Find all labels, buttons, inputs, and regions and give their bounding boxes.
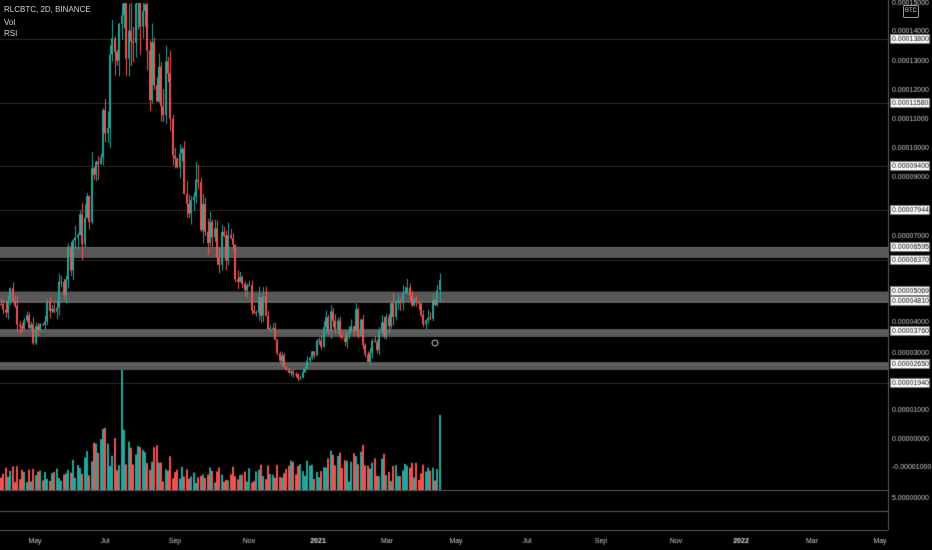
legend-title: RLCBTC, 2D, BINANCE [4, 5, 91, 14]
currency-badge[interactable]: BTC [903, 5, 919, 18]
legend-rsi: RSI [4, 29, 18, 38]
legend-vol: Vol [4, 18, 16, 27]
